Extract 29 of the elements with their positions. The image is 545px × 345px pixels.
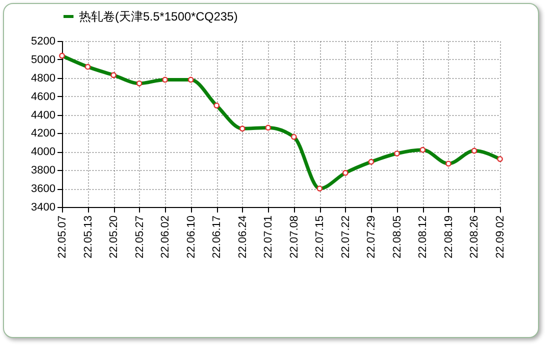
x-tick-label: 22.07.15 xyxy=(314,216,326,258)
x-tick-label: 22.07.08 xyxy=(288,216,300,258)
x-tick-label: 22.05.07 xyxy=(56,216,68,258)
x-tick-label: 22.06.02 xyxy=(160,216,172,258)
x-tick-label: 22.08.05 xyxy=(391,216,404,258)
y-tick-label: 4000 xyxy=(31,146,56,158)
y-tick-label: 4800 xyxy=(31,72,56,84)
x-tick-label: 22.09.02 xyxy=(494,216,506,258)
y-tick-label: 5000 xyxy=(31,54,56,66)
x-tick-label: 22.05.27 xyxy=(134,216,146,258)
x-tick-label: 22.07.22 xyxy=(340,216,352,258)
y-tick-label: 4400 xyxy=(31,109,56,122)
x-tick-label: 22.06.24 xyxy=(236,216,249,258)
x-tick-label: 22.05.20 xyxy=(108,216,120,258)
x-tick-label: 22.08.19 xyxy=(442,216,455,258)
x-tick-label: 22.06.10 xyxy=(185,216,198,258)
legend-label: 热轧卷(天津5.5*1500*CQ235) xyxy=(79,10,238,24)
x-tick-label: 22.07.29 xyxy=(366,216,378,258)
x-tick-label: 22.08.12 xyxy=(417,216,430,258)
x-tick-label: 22.06.17 xyxy=(211,216,224,258)
y-tick-label: 5200 xyxy=(31,36,56,48)
y-tick-label: 3800 xyxy=(31,164,56,177)
x-tick-label: 22.08.26 xyxy=(468,216,481,258)
y-tick-label: 4200 xyxy=(31,128,56,140)
y-tick-label: 4600 xyxy=(31,90,56,103)
x-tick-label: 22.05.13 xyxy=(82,216,94,258)
y-tick-label: 3600 xyxy=(31,183,56,196)
x-tick-label: 22.07.01 xyxy=(262,216,275,258)
y-tick-label: 3400 xyxy=(31,202,56,214)
